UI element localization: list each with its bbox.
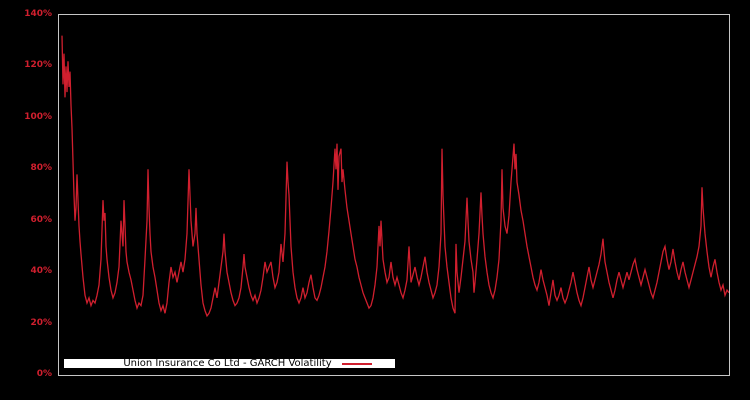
legend: Union Insurance Co Ltd - GARCH Volatilit…: [63, 358, 396, 369]
y-tick-label: 40%: [30, 266, 52, 277]
y-tick-label: 100%: [24, 111, 52, 122]
y-tick-label: 20%: [30, 317, 52, 328]
volatility-line-series: [61, 35, 729, 318]
legend-line-sample-icon: [341, 362, 372, 365]
y-axis-tick-labels: 0% 20% 40% 60% 80% 100% 120% 140%: [0, 0, 52, 400]
y-tick-label: 80%: [30, 163, 52, 174]
plot-area: Union Insurance Co Ltd - GARCH Volatilit…: [58, 14, 730, 376]
y-tick-label: 140%: [24, 9, 52, 19]
legend-label: Union Insurance Co Ltd - GARCH Volatilit…: [123, 357, 332, 369]
y-tick-label: 60%: [30, 214, 52, 225]
y-tick-label: 0%: [36, 369, 52, 379]
y-tick-label: 120%: [24, 60, 52, 71]
